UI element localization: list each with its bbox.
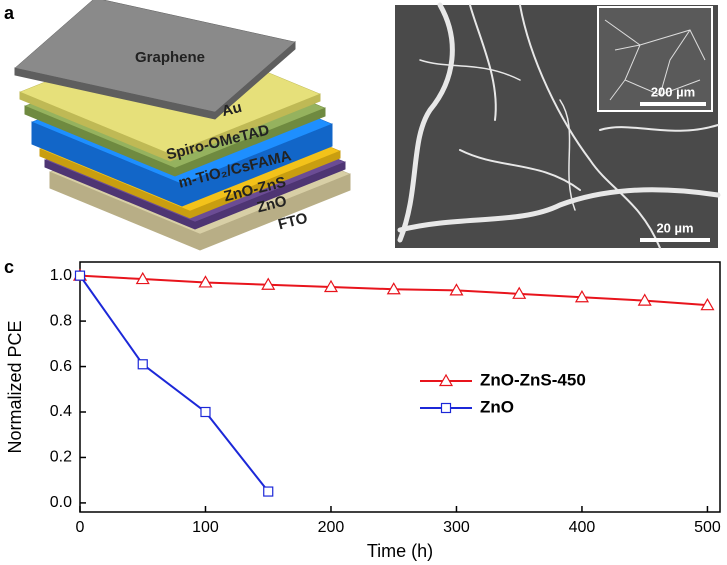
plot-frame — [79, 261, 721, 513]
marker — [74, 270, 86, 281]
marker — [200, 406, 211, 418]
sem-image: 200 µm 20 µm — [395, 2, 721, 249]
x-tick-label: 200 — [318, 519, 345, 536]
y-tick-label: 0.2 — [50, 449, 72, 466]
marker — [512, 286, 527, 299]
x-tick-label: 100 — [192, 519, 219, 536]
inset-network — [604, 19, 706, 101]
layer-label: FTO — [276, 210, 309, 234]
marker — [323, 279, 339, 293]
y-tick-label: 1.0 — [50, 267, 72, 284]
marker — [449, 283, 464, 296]
wrinkles — [397, 2, 721, 249]
scale-label: 200 µm — [651, 84, 695, 99]
chart: 0 100 200 300 400 500 0.0 0.2 0.4 0.6 0.8 1.0 Time (… — [5, 261, 721, 561]
x-tick-label: 400 — [569, 519, 596, 536]
scale-label: 20 µm — [656, 220, 693, 235]
layer-label: Au — [220, 99, 244, 120]
panel-label: c — [4, 257, 14, 277]
layer-label: Graphene — [135, 49, 205, 66]
inset — [597, 6, 713, 112]
marker — [574, 290, 589, 303]
x-axis-label: Time (h) — [367, 541, 433, 561]
x-tick-label: 500 — [694, 519, 721, 536]
x-tick-label: 300 — [443, 519, 470, 536]
y-tick-label: 0.8 — [50, 312, 72, 329]
layer-top — [14, 0, 296, 113]
legend-marker — [438, 373, 454, 387]
marker — [637, 293, 652, 306]
y-axis-label: Normalized PCE — [5, 320, 25, 453]
legend-marker — [440, 402, 452, 414]
panel-label: a — [4, 3, 15, 23]
y-tick-label: 0.6 — [50, 358, 72, 375]
marker — [386, 282, 401, 295]
y-tick-label: 0.4 — [50, 403, 72, 420]
layer-label: ZnO — [255, 193, 289, 217]
x-tick-label: 0 — [76, 519, 85, 536]
marker — [700, 297, 715, 311]
y-tick-label: 0.0 — [50, 494, 72, 511]
marker — [137, 359, 148, 370]
series-line — [79, 275, 270, 493]
legend-label: ZnO-ZnS-450 — [480, 370, 586, 389]
marker — [135, 271, 150, 285]
marker — [261, 277, 276, 290]
marker — [198, 275, 213, 288]
device-stack — [14, 0, 351, 251]
marker — [263, 486, 274, 497]
legend-label: ZnO — [480, 397, 514, 416]
